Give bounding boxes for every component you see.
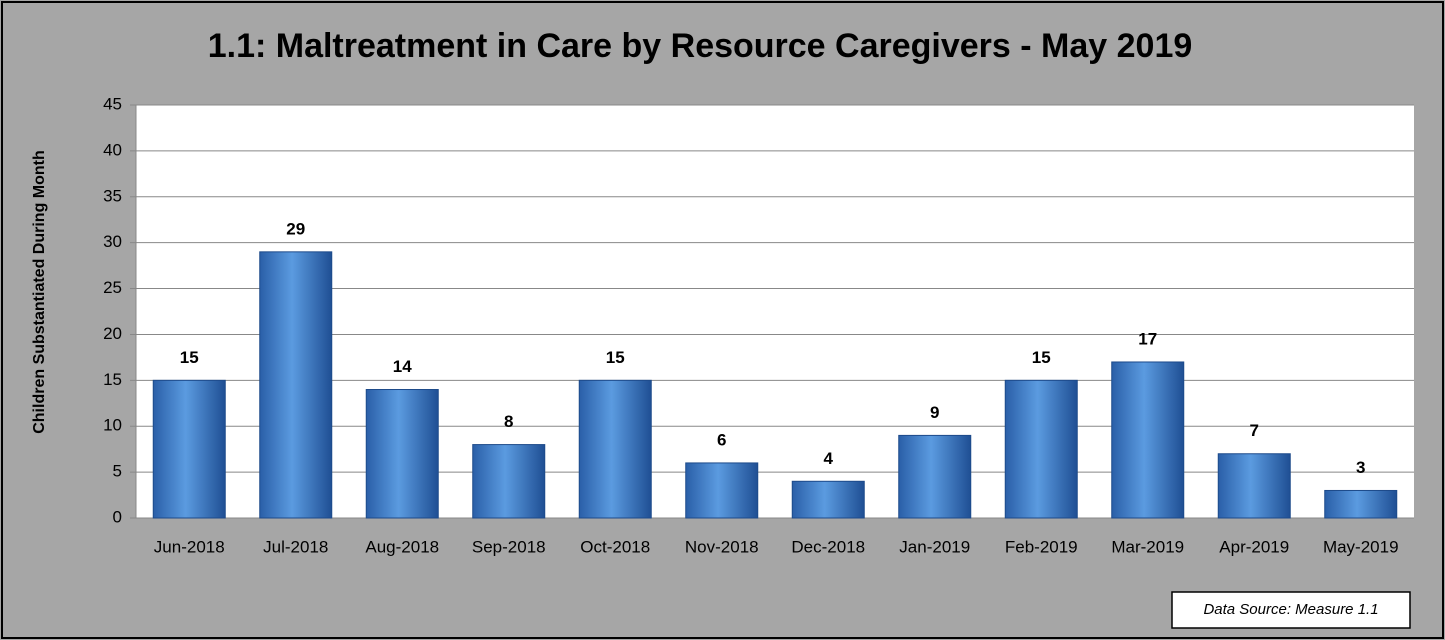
x-tick-label: Sep-2018 bbox=[472, 537, 546, 556]
value-label: 7 bbox=[1250, 421, 1259, 440]
value-label: 15 bbox=[180, 348, 199, 367]
bar bbox=[898, 434, 972, 519]
x-tick-label: Jul-2018 bbox=[263, 537, 328, 556]
bar bbox=[1111, 361, 1185, 519]
bar bbox=[1004, 379, 1078, 519]
x-tick-label: Nov-2018 bbox=[685, 537, 759, 556]
value-label: 3 bbox=[1356, 458, 1365, 477]
value-label: 14 bbox=[393, 357, 412, 376]
x-tick-label: Jan-2019 bbox=[899, 537, 970, 556]
bar bbox=[365, 389, 439, 519]
bar bbox=[152, 379, 226, 519]
y-tick-label: 40 bbox=[103, 140, 122, 159]
x-tick-label: Oct-2018 bbox=[580, 537, 650, 556]
chart-title: 1.1: Maltreatment in Care by Resource Ca… bbox=[208, 27, 1193, 65]
bar bbox=[685, 462, 759, 519]
annotation-box bbox=[1171, 591, 1411, 629]
y-tick-label: 15 bbox=[103, 370, 122, 389]
bar bbox=[1324, 489, 1398, 519]
value-label: 29 bbox=[286, 219, 305, 238]
y-tick-label: 35 bbox=[103, 186, 122, 205]
y-tick-label: 45 bbox=[103, 94, 122, 113]
plot-area bbox=[136, 105, 1414, 518]
x-tick-label: Aug-2018 bbox=[365, 537, 439, 556]
x-tick-label: May-2019 bbox=[1323, 537, 1399, 556]
y-tick-label: 0 bbox=[113, 507, 122, 526]
x-tick-label: Mar-2019 bbox=[1111, 537, 1184, 556]
bar bbox=[259, 251, 333, 519]
x-tick-label: Apr-2019 bbox=[1219, 537, 1289, 556]
value-label: 6 bbox=[717, 430, 726, 449]
value-label: 9 bbox=[930, 403, 939, 422]
value-label: 15 bbox=[1032, 348, 1051, 367]
bar bbox=[791, 480, 865, 519]
value-label: 8 bbox=[504, 412, 513, 431]
bar bbox=[472, 444, 546, 519]
y-tick-label: 30 bbox=[103, 232, 122, 251]
value-label: 15 bbox=[606, 348, 625, 367]
bar bbox=[1217, 453, 1291, 519]
x-tick-label: Feb-2019 bbox=[1005, 537, 1078, 556]
value-label: 17 bbox=[1138, 329, 1157, 348]
y-tick-label: 20 bbox=[103, 324, 122, 343]
x-tick-label: Jun-2018 bbox=[154, 537, 225, 556]
y-axis-label: Children Substantiated During Month bbox=[31, 150, 48, 434]
y-tick-label: 10 bbox=[103, 416, 122, 435]
value-label: 4 bbox=[824, 449, 834, 468]
x-tick-label: Dec-2018 bbox=[791, 537, 865, 556]
bar bbox=[578, 379, 652, 519]
y-tick-label: 25 bbox=[103, 278, 122, 297]
annotation: Data Source: Measure 1.1 bbox=[1203, 601, 1378, 618]
y-tick-label: 5 bbox=[113, 462, 122, 481]
